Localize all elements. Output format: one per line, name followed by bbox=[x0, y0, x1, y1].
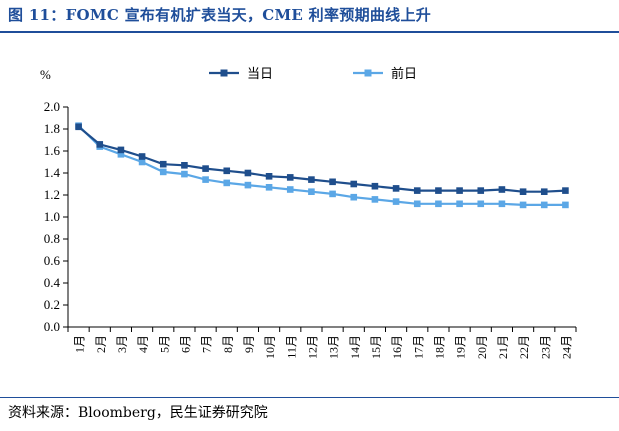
data-point bbox=[202, 165, 209, 172]
x-tick-label: 15月 bbox=[369, 335, 383, 359]
data-point bbox=[456, 187, 463, 194]
data-point bbox=[498, 200, 506, 208]
data-point bbox=[329, 178, 336, 186]
data-point bbox=[519, 201, 527, 209]
data-point bbox=[181, 170, 188, 178]
data-point bbox=[540, 201, 548, 209]
y-tick-label: 1.8 bbox=[44, 121, 60, 136]
x-tick-label: 18月 bbox=[432, 335, 446, 359]
data-point bbox=[435, 187, 442, 194]
y-tick-label: 0.8 bbox=[44, 231, 60, 246]
data-point bbox=[159, 168, 167, 176]
x-tick-label: 17月 bbox=[411, 335, 425, 359]
data-point bbox=[138, 153, 146, 160]
data-point bbox=[308, 188, 315, 195]
data-point bbox=[286, 186, 294, 193]
data-point bbox=[223, 179, 231, 187]
data-point bbox=[371, 182, 379, 190]
data-point bbox=[477, 200, 485, 208]
chart-legend: 当日 前日 bbox=[209, 66, 417, 82]
x-tick-label: 19月 bbox=[454, 335, 468, 359]
x-tick-label: 2月 bbox=[94, 335, 108, 353]
data-point bbox=[329, 190, 336, 198]
data-point bbox=[181, 162, 188, 169]
data-point bbox=[75, 123, 82, 131]
y-axis-label: % bbox=[40, 67, 51, 82]
x-tick-label: 13月 bbox=[327, 335, 341, 359]
x-tick-label: 24月 bbox=[559, 335, 573, 359]
x-tick-label: 4月 bbox=[136, 335, 150, 353]
x-tick-label: 12月 bbox=[305, 335, 319, 359]
y-tick-label: 0.4 bbox=[44, 275, 61, 290]
data-point bbox=[96, 141, 104, 148]
y-tick-label: 1.4 bbox=[44, 165, 61, 180]
x-tick-label: 3月 bbox=[115, 335, 129, 353]
data-point bbox=[244, 181, 252, 189]
data-point bbox=[265, 173, 273, 180]
x-tick-label: 11月 bbox=[284, 335, 298, 359]
y-tick-label: 1.2 bbox=[44, 187, 60, 202]
source-note: 资料来源：Bloomberg，民生证券研究院 bbox=[8, 405, 268, 421]
x-tick-label: 5月 bbox=[157, 335, 171, 353]
data-point bbox=[498, 186, 506, 193]
x-tick-label: 10月 bbox=[263, 335, 277, 359]
x-tick-label: 20月 bbox=[475, 335, 489, 359]
data-point bbox=[350, 180, 358, 188]
source-rule bbox=[0, 397, 619, 398]
title-rule bbox=[0, 31, 619, 33]
legend-marker bbox=[364, 69, 372, 77]
data-point bbox=[413, 187, 421, 194]
series-line bbox=[77, 124, 566, 206]
x-tick-label: 6月 bbox=[178, 335, 192, 353]
data-point bbox=[159, 160, 167, 168]
data-point bbox=[117, 146, 125, 154]
chart-series bbox=[75, 122, 569, 209]
x-tick-label: 9月 bbox=[242, 335, 256, 353]
data-point bbox=[456, 200, 463, 208]
x-tick-label: 22月 bbox=[517, 335, 531, 359]
legend-marker bbox=[220, 69, 228, 77]
data-point bbox=[138, 158, 146, 166]
data-point bbox=[244, 169, 252, 177]
x-tick-label: 1月 bbox=[73, 335, 87, 353]
line-chart: 0.0 0.2 0.4 0.6 0.8 1.0 1.2 1.4 1.6 1.8 2.0% 1月 2月 3月… bbox=[40, 66, 577, 359]
y-tick-label: 1.0 bbox=[44, 209, 60, 224]
x-tick-label: 8月 bbox=[221, 335, 235, 353]
data-point bbox=[392, 198, 400, 205]
x-tick-label: 16月 bbox=[390, 335, 404, 359]
y-tick-label: 1.6 bbox=[44, 143, 61, 158]
data-point bbox=[371, 196, 379, 203]
data-point bbox=[540, 188, 548, 195]
chart-axes: 0.0 0.2 0.4 0.6 0.8 1.0 1.2 1.4 1.6 1.8 2.0% 1月 2月 3月… bbox=[40, 67, 577, 359]
data-point bbox=[286, 174, 294, 181]
data-point bbox=[392, 185, 400, 192]
data-point bbox=[308, 176, 315, 183]
data-point bbox=[435, 200, 442, 208]
legend-label: 当日 bbox=[247, 67, 273, 82]
y-tick-label: 0.6 bbox=[44, 253, 61, 268]
data-point bbox=[350, 193, 358, 201]
data-point bbox=[477, 187, 485, 194]
data-point bbox=[223, 167, 231, 175]
x-tick-label: 7月 bbox=[200, 335, 214, 353]
data-point bbox=[562, 201, 569, 209]
data-point bbox=[519, 188, 527, 195]
data-point bbox=[117, 151, 125, 158]
y-tick-label: 0.0 bbox=[44, 319, 60, 334]
y-tick-label: 0.2 bbox=[44, 297, 60, 312]
data-point bbox=[413, 200, 421, 208]
x-tick-label: 23月 bbox=[538, 335, 552, 359]
x-tick-label: 14月 bbox=[348, 335, 362, 359]
data-point bbox=[265, 184, 273, 191]
data-point bbox=[202, 176, 209, 183]
data-point bbox=[562, 187, 569, 194]
legend-label: 前日 bbox=[391, 66, 417, 82]
figure-title: 图 11：FOMC 宣布有机扩表当天，CME 利率预期曲线上升 bbox=[8, 6, 432, 24]
series-line bbox=[77, 125, 566, 193]
x-tick-label: 21月 bbox=[496, 335, 510, 359]
y-tick-label: 2.0 bbox=[44, 99, 60, 114]
